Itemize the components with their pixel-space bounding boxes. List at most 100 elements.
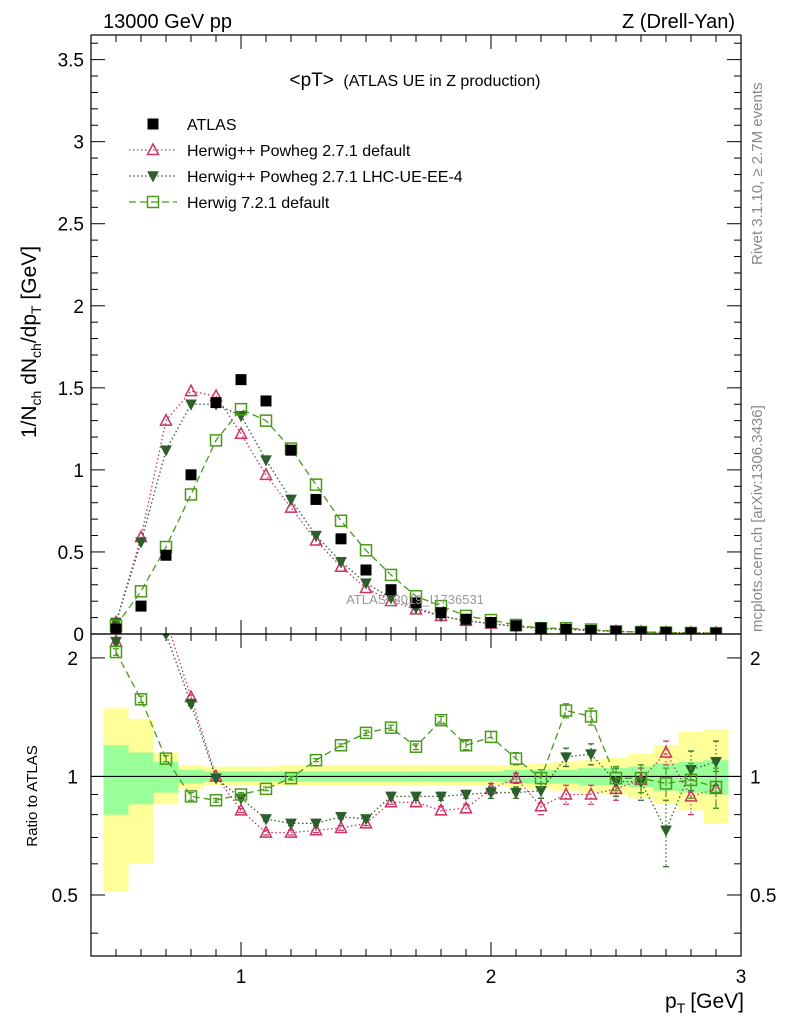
main-y-tick-label: 0 <box>73 625 84 646</box>
data-point-herwig-powheg-2-7-1-default <box>159 413 173 426</box>
ratio-y-axis-label: Ratio to ATLAS <box>24 745 41 846</box>
ratio-y-tick-label-right: 0.5 <box>750 886 776 907</box>
ratio-point-herwig-7-2-1-default <box>609 771 623 785</box>
data-point-atlas <box>560 623 572 634</box>
ratio-y-tick-label: 1 <box>67 767 78 788</box>
ratio-point-herwig-7-2-1-default <box>534 771 548 785</box>
ratio-point-herwig-powheg-2-7-1-default <box>509 770 523 784</box>
ratio-band-stat <box>103 745 729 815</box>
data-point-atlas <box>410 597 422 609</box>
y-axis-label: 1/Nch dNch/dpT [GeV] <box>18 246 44 438</box>
data-point-atlas <box>510 620 522 632</box>
data-point-herwig-powheg-2-7-1-default <box>359 580 373 594</box>
data-point-atlas <box>210 397 222 409</box>
data-point-herwig-powheg-2-7-1-default <box>334 559 348 572</box>
data-point-herwig-powheg-2-7-1-lhc-ue-ee-4 <box>260 455 272 467</box>
data-point-atlas <box>710 627 722 634</box>
ratio-point-herwig-7-2-1-default <box>234 788 248 801</box>
data-point-atlas <box>635 626 647 634</box>
ratio-point-herwig-7-2-1-default <box>334 739 348 752</box>
data-point-atlas <box>260 395 272 407</box>
data-point-atlas <box>685 627 697 634</box>
ratio-y-tick-label: 2 <box>67 649 78 670</box>
ratio-point-herwig-powheg-2-7-1-lhc-ue-ee-4 <box>460 789 472 802</box>
ratio-point-herwig-powheg-2-7-1-lhc-ue-ee-4 <box>485 787 497 800</box>
data-point-herwig-7-2-1-default <box>384 568 398 582</box>
main-y-tick-label: 2.5 <box>58 215 84 236</box>
ratio-point-herwig-7-2-1-default <box>709 780 723 794</box>
data-point-atlas <box>185 469 197 481</box>
main-y-tick-label: 1.5 <box>58 379 84 400</box>
x-tick-label: 2 <box>486 967 497 988</box>
data-point-herwig-powheg-2-7-1-default <box>234 426 248 440</box>
y-axis-label-part-1: 1/N <box>18 405 41 438</box>
ratio-point-herwig-7-2-1-default <box>309 753 323 767</box>
ratio-point-herwig-7-2-1-default <box>384 721 398 734</box>
ratio-point-herwig-7-2-1-default <box>109 645 123 659</box>
ratio-point-herwig-powheg-2-7-1-lhc-ue-ee-4 <box>185 698 197 711</box>
ratio-point-herwig-powheg-2-7-1-lhc-ue-ee-4 <box>385 791 397 803</box>
ratio-point-herwig-powheg-2-7-1-lhc-ue-ee-4 <box>560 752 572 764</box>
ratio-panel-frame <box>90 633 742 957</box>
data-point-atlas <box>435 607 447 619</box>
data-point-atlas <box>585 625 597 634</box>
ratio-point-herwig-7-2-1-default <box>434 713 448 727</box>
ratio-point-herwig-powheg-2-7-1-default <box>584 786 598 800</box>
ratio-point-herwig-powheg-2-7-1-lhc-ue-ee-4 <box>285 818 297 830</box>
ratio-point-herwig-powheg-2-7-1-default <box>409 794 423 808</box>
x-axis-label-unit: [GeV] <box>690 990 744 1013</box>
ratio-point-herwig-7-2-1-default <box>359 726 373 740</box>
main-series-group <box>109 374 723 634</box>
data-point-herwig-powheg-2-7-1-lhc-ue-ee-4 <box>285 494 297 506</box>
ratio-point-herwig-powheg-2-7-1-lhc-ue-ee-4 <box>360 814 372 826</box>
mcplots-label: mcplots.cern.ch [arXiv:1306.3436] <box>749 405 766 632</box>
legend-label: Herwig++ Powheg 2.7.1 default <box>187 143 411 160</box>
x-axis-label-main: p <box>665 990 677 1013</box>
data-point-herwig-powheg-2-7-1-default <box>259 467 273 481</box>
data-point-atlas <box>535 622 547 634</box>
plot-title: <pT> (ATLAS UE in Z production) <box>290 70 541 91</box>
ratio-point-herwig-7-2-1-default <box>484 730 498 744</box>
ratio-point-herwig-powheg-2-7-1-default <box>334 820 348 834</box>
ratio-series-herwig-7-2-1-default <box>109 645 723 809</box>
legend-label: ATLAS <box>187 117 237 134</box>
ratio-point-herwig-7-2-1-default <box>284 771 298 785</box>
series-atlas <box>110 374 722 634</box>
y-axis-label-part-3: /dp <box>18 314 41 343</box>
main-panel-series <box>109 374 723 634</box>
x-axis-label: pT [GeV] <box>665 990 744 1016</box>
ratio-y-tick-label-right: 2 <box>750 649 761 670</box>
data-point-atlas <box>460 613 472 625</box>
legend-label: Herwig++ Powheg 2.7.1 LHC-UE-EE-4 <box>187 169 463 186</box>
x-tick-label: 3 <box>736 967 747 988</box>
ratio-point-herwig-powheg-2-7-1-lhc-ue-ee-4 <box>710 756 722 769</box>
main-y-tick-label: 1 <box>73 461 84 482</box>
data-point-atlas <box>160 549 172 561</box>
main-y-tick-label: 3 <box>73 133 84 154</box>
legend-marker <box>147 118 159 130</box>
ratio-point-herwig-powheg-2-7-1-default <box>384 794 398 808</box>
data-point-atlas <box>135 600 147 612</box>
data-point-herwig-7-2-1-default <box>309 478 323 491</box>
x-tick-label: 1 <box>236 967 247 988</box>
data-point-herwig-7-2-1-default <box>234 402 248 416</box>
data-point-herwig-7-2-1-default <box>359 544 373 557</box>
ratio-point-herwig-7-2-1-default <box>584 710 598 723</box>
ratio-point-herwig-powheg-2-7-1-default <box>259 825 273 838</box>
ratio-point-herwig-powheg-2-7-1-lhc-ue-ee-4 <box>110 636 122 649</box>
data-point-atlas <box>310 493 322 505</box>
ratio-point-herwig-powheg-2-7-1-lhc-ue-ee-4 <box>210 773 222 785</box>
legend: ATLAS Herwig++ Powheg 2.7.1 default Herwig… <box>129 117 463 212</box>
ratio-point-herwig-powheg-2-7-1-lhc-ue-ee-4 <box>585 749 597 761</box>
data-point-herwig-7-2-1-default <box>134 585 148 598</box>
ratio-point-herwig-powheg-2-7-1-lhc-ue-ee-4 <box>162 634 170 641</box>
y-axis-label-sub-ch-1: ch <box>28 391 44 406</box>
energy-label: 13000 GeV pp <box>103 11 232 33</box>
data-point-herwig-powheg-2-7-1-default <box>284 500 298 513</box>
data-point-herwig-powheg-2-7-1-lhc-ue-ee-4 <box>135 537 147 549</box>
ratio-point-herwig-powheg-2-7-1-lhc-ue-ee-4 <box>310 818 322 830</box>
legend-marker <box>146 195 160 209</box>
y-axis-label-part-2: dN <box>18 358 41 391</box>
ratio-point-herwig-powheg-2-7-1-lhc-ue-ee-4 <box>510 787 522 800</box>
data-point-atlas <box>285 444 297 456</box>
